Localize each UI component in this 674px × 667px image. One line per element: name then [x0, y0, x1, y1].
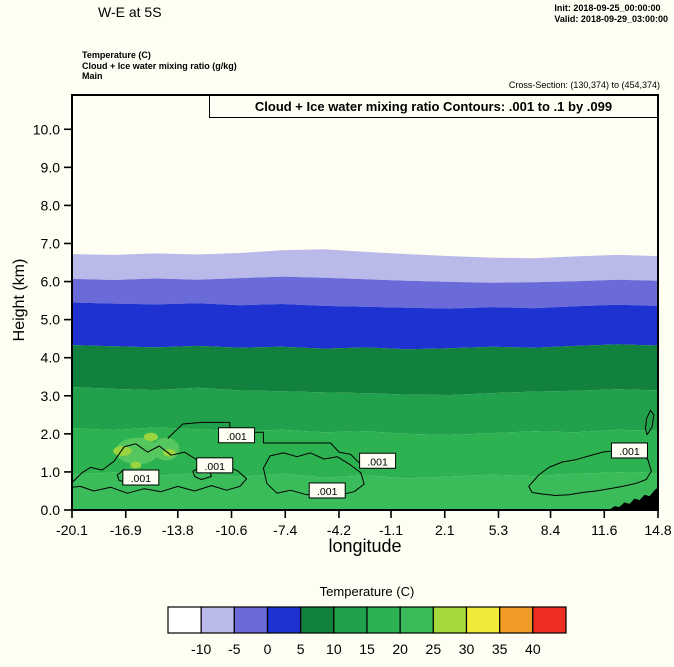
- y-axis-label: Height (km): [11, 258, 28, 342]
- colorbar-cell: [300, 606, 335, 634]
- cloud-contour: [644, 409, 655, 436]
- temp-band-20to25C: [72, 472, 658, 510]
- terrain: [609, 487, 658, 510]
- contour-label: .001: [205, 461, 226, 473]
- colorbar-tick-label: 40: [525, 641, 541, 657]
- colorbar-cell: [532, 606, 567, 634]
- init-time: Init: 2018-09-25_00:00:00: [554, 3, 661, 13]
- x-tick-label: -4.2: [327, 522, 351, 538]
- colorbar-cell: [366, 606, 401, 634]
- cloud-contour: [262, 452, 365, 496]
- contour-label: .001: [619, 446, 640, 458]
- contour-label-box: [196, 457, 234, 474]
- colorbar-tick-label: 35: [492, 641, 508, 657]
- colorbar-tick-label: -10: [191, 641, 211, 657]
- y-tick-label: 9.0: [41, 159, 61, 175]
- x-axis-label: longitude: [328, 536, 402, 556]
- temp-band-5to10C: [72, 344, 658, 395]
- colorbar-tick-label: 0: [264, 641, 272, 657]
- contour-label: .001: [367, 456, 388, 468]
- field-list: Temperature (C) Cloud + Ice water mixing…: [82, 50, 237, 82]
- run-time-block: Init: 2018-09-25_00:00:00 Valid: 2018-09…: [554, 3, 668, 25]
- contour-label: .001: [226, 431, 247, 443]
- colorbar-tick-label: 30: [459, 641, 475, 657]
- y-tick-label: 7.0: [41, 235, 61, 251]
- cloud-contour: [72, 443, 248, 494]
- x-tick-label: -20.1: [56, 522, 88, 538]
- field-cloud-ice: Cloud + Ice water mixing ratio (g/kg): [82, 60, 237, 71]
- x-tick-label: 5.3: [489, 522, 509, 538]
- contour-label-box: [218, 427, 256, 444]
- y-tick-label: 6.0: [41, 274, 61, 290]
- x-tick-label: 2.1: [435, 522, 455, 538]
- x-tick-label: 11.6: [591, 522, 617, 538]
- y-tick-label: 4.0: [41, 350, 61, 366]
- colorbar-tick-label: 15: [359, 641, 375, 657]
- colorbar-cell: [432, 606, 468, 634]
- colorbar-cell: [167, 606, 202, 634]
- contour-label-box: [308, 482, 346, 499]
- colorbar-cell: [499, 606, 534, 634]
- cloud-contour: [167, 421, 360, 464]
- temp-band-0to5C: [72, 302, 658, 350]
- y-tick-label: 5.0: [41, 312, 61, 328]
- y-tick-label: 8.0: [41, 197, 61, 213]
- colorbar-tick-label: 10: [326, 641, 342, 657]
- temp-band--5to0C: [72, 276, 658, 309]
- colorbar-cell: [465, 606, 501, 634]
- light-patch: [115, 437, 160, 465]
- colorbar-tick-label: 20: [392, 641, 408, 657]
- temp-band--10to-5C: [72, 249, 658, 283]
- colorbar-cell: [333, 606, 368, 634]
- field-domain: Main: [82, 71, 103, 81]
- valid-time: Valid: 2018-09-29_03:00:00: [554, 14, 668, 24]
- warm-patch: [143, 432, 158, 442]
- x-tick-label: -7.4: [273, 522, 297, 538]
- y-tick-label: 0.0: [41, 502, 61, 518]
- contour-label: .001: [131, 473, 152, 485]
- colorbar-tick-label: 25: [426, 641, 442, 657]
- colorbar-cell: [266, 606, 302, 634]
- contour-label: .001: [317, 486, 338, 498]
- y-tick-label: 1.0: [41, 464, 61, 480]
- contour-label-box: [359, 452, 397, 469]
- x-tick-label: 14.8: [644, 522, 671, 538]
- warm-patch: [130, 461, 142, 469]
- cross-section-coords: Cross-Section: (130,374) to (454,374): [508, 80, 660, 90]
- x-tick-label: -1.1: [379, 522, 403, 538]
- y-tick-label: 3.0: [41, 388, 61, 404]
- field-temperature: Temperature (C): [82, 50, 151, 60]
- x-tick-label: -13.8: [162, 522, 194, 538]
- contour-banner: Cloud + Ice water mixing ratio Contours:…: [209, 95, 658, 118]
- contour-label-box: [610, 442, 648, 459]
- colorbar-cell: [233, 606, 269, 634]
- colorbar-cell: [200, 606, 235, 634]
- temp-band-10to15C: [72, 387, 658, 435]
- page-title: W-E at 5S: [98, 4, 162, 20]
- x-tick-label: -16.9: [110, 522, 142, 538]
- light-patch: [152, 437, 180, 461]
- contour-label-box: [122, 469, 160, 486]
- colorbar-title: Temperature (C): [319, 584, 415, 599]
- y-tick-label: 10.0: [33, 121, 60, 137]
- colorbar-tick-label: 5: [297, 641, 305, 657]
- warm-patch: [113, 446, 132, 456]
- cloud-contour: [528, 447, 652, 496]
- colorbar-tick-label: -5: [228, 641, 241, 657]
- x-tick-label: -10.6: [216, 522, 248, 538]
- colorbar-cell: [399, 606, 434, 634]
- plot-content: [72, 249, 658, 510]
- x-tick-label: 8.4: [541, 522, 561, 538]
- y-tick-label: 2.0: [41, 426, 61, 442]
